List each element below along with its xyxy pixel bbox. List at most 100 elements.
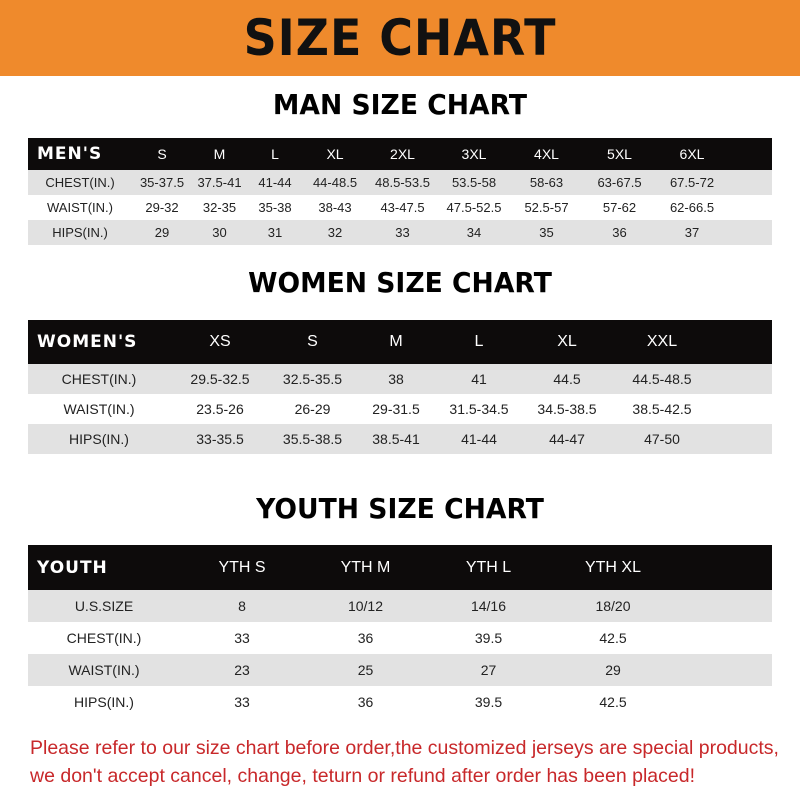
youth-section-title: YOUTH SIZE CHART: [256, 492, 544, 525]
table-cell: 34: [466, 225, 482, 240]
table-cell: 34.5-38.5: [537, 401, 597, 417]
table-cell: 44-47: [549, 431, 585, 447]
table-cell: YTH M: [340, 558, 391, 576]
row-label: MEN'S: [37, 144, 103, 164]
table-cell: 4XL: [534, 146, 559, 162]
table-cell: 29.5-32.5: [190, 371, 250, 387]
row-label: WOMEN'S: [37, 332, 138, 352]
table-cell: 36: [612, 225, 627, 240]
table-cell: 37.5-41: [197, 175, 242, 190]
table-cell: 33: [234, 694, 250, 710]
table-cell: 5XL: [607, 146, 632, 162]
row-label: CHEST(IN.): [45, 175, 115, 190]
table-header-row: YOUTH YTH S YTH M YTH L YTH XL: [28, 545, 772, 590]
table-cell: 38-43: [318, 200, 352, 215]
table-row: HIPS(IN.) 29 30 31 32 33 34 35 36 37: [28, 220, 772, 245]
table-cell: 29: [605, 662, 621, 678]
men-section-title: MAN SIZE CHART: [272, 88, 528, 121]
table-cell: 42.5: [599, 630, 627, 646]
row-label: YOUTH: [37, 557, 108, 578]
table-row: HIPS(IN.) 33 36 39.5 42.5: [28, 686, 772, 718]
table-cell: 44.5: [553, 371, 581, 387]
order-notice: Please refer to our size chart before or…: [30, 734, 790, 790]
table-cell: 38: [388, 371, 404, 387]
table-cell: 36: [357, 694, 374, 710]
row-label: CHEST(IN.): [61, 371, 137, 387]
table-cell: 35-38: [258, 200, 292, 215]
table-cell: S: [157, 146, 167, 162]
youth-size-table: YOUTH YTH S YTH M YTH L YTH XL U.S.SIZE 8 10/12…: [28, 545, 772, 718]
table-cell: 48.5-53.5: [375, 175, 430, 190]
table-row: WAIST(IN.) 29-32 32-35 35-38 38-43 43-47.5 47.…: [28, 195, 772, 220]
table-cell: 33-35.5: [196, 431, 244, 447]
table-cell: YTH L: [465, 558, 512, 576]
table-cell: 39.5: [474, 630, 503, 646]
men-size-table: MEN'S S M L XL 2XL 3XL 4XL 5XL 6XL CHEST(IN.) 35-37…: [28, 138, 772, 245]
table-cell: 35-37.5: [139, 175, 185, 190]
table-cell: 23: [234, 662, 250, 678]
table-row: WAIST(IN.) 23 25 27 29: [28, 654, 772, 686]
table-cell: L: [271, 146, 279, 162]
table-cell: 35: [539, 225, 554, 240]
table-cell: 10/12: [347, 598, 384, 614]
table-cell: YTH XL: [584, 558, 641, 576]
table-cell: 43-47.5: [380, 200, 425, 215]
table-cell: 41: [471, 371, 487, 387]
table-cell: 44.5-48.5: [632, 371, 692, 387]
table-cell: 31.5-34.5: [449, 401, 509, 417]
table-cell: L: [474, 333, 484, 350]
table-cell: 41-44: [258, 175, 292, 190]
table-cell: 2XL: [390, 146, 415, 162]
table-header-row: MEN'S S M L XL 2XL 3XL 4XL 5XL 6XL: [28, 138, 772, 170]
table-row: CHEST(IN.) 33 36 39.5 42.5: [28, 622, 772, 654]
table-cell: 18/20: [595, 598, 631, 614]
notice-line: we don't accept cancel, change, teturn o…: [30, 765, 695, 787]
table-cell: 29-32: [145, 200, 179, 215]
page-title: SIZE CHART: [243, 9, 557, 67]
table-cell: 32.5-35.5: [282, 371, 343, 387]
women-size-table: WOMEN'S XS S M L XL XXL CHEST(IN.) 29.5-32.5 32.5…: [28, 320, 772, 454]
table-cell: YTH S: [218, 558, 266, 576]
table-cell: M: [389, 333, 403, 350]
table-row: WAIST(IN.) 23.5-26 26-29 29-31.5 31.5-34.5 34…: [28, 394, 772, 424]
row-label: WAIST(IN.): [68, 662, 140, 678]
table-cell: 58-63: [529, 175, 564, 190]
table-cell: 39.5: [474, 694, 503, 710]
table-cell: 62-66.5: [669, 200, 715, 215]
table-cell: 30: [212, 225, 227, 240]
row-label: U.S.SIZE: [74, 598, 134, 614]
table-cell: 37: [684, 225, 700, 240]
table-cell: 47.5-52.5: [446, 200, 502, 215]
table-cell: 33: [395, 225, 410, 240]
table-cell: 36: [357, 630, 374, 646]
table-cell: 35.5-38.5: [282, 431, 343, 447]
table-cell: 8: [238, 598, 246, 614]
table-cell: S: [307, 333, 318, 350]
table-cell: XL: [557, 333, 577, 350]
table-cell: 42.5: [599, 694, 627, 710]
row-label: HIPS(IN.): [69, 431, 129, 447]
table-cell: 32-35: [202, 200, 237, 215]
table-cell: 14/16: [470, 598, 507, 614]
table-cell: 26-29: [294, 401, 331, 417]
table-cell: XL: [326, 146, 344, 162]
row-label: CHEST(IN.): [66, 630, 142, 646]
table-cell: 47-50: [644, 431, 680, 447]
table-cell: 29-31.5: [372, 401, 420, 417]
table-cell: 57-62: [602, 200, 637, 215]
table-cell: 38.5-41: [372, 431, 420, 447]
table-header-row: WOMEN'S XS S M L XL XXL: [28, 320, 772, 364]
table-cell: 29: [154, 225, 170, 240]
table-cell: M: [213, 146, 226, 162]
notice-line: Please refer to our size chart before or…: [30, 737, 779, 759]
table-cell: 6XL: [679, 146, 705, 162]
table-cell: 38.5-42.5: [632, 401, 692, 417]
title-banner: SIZE CHART: [0, 0, 800, 76]
table-cell: 63-67.5: [597, 175, 642, 190]
row-label: HIPS(IN.): [74, 694, 134, 710]
table-row: HIPS(IN.) 33-35.5 35.5-38.5 38.5-41 41-44 44-…: [28, 424, 772, 454]
table-cell: 31: [267, 225, 283, 240]
table-row: U.S.SIZE 8 10/12 14/16 18/20: [28, 590, 772, 622]
table-cell: 52.5-57: [524, 200, 569, 215]
table-cell: 23.5-26: [196, 401, 244, 417]
